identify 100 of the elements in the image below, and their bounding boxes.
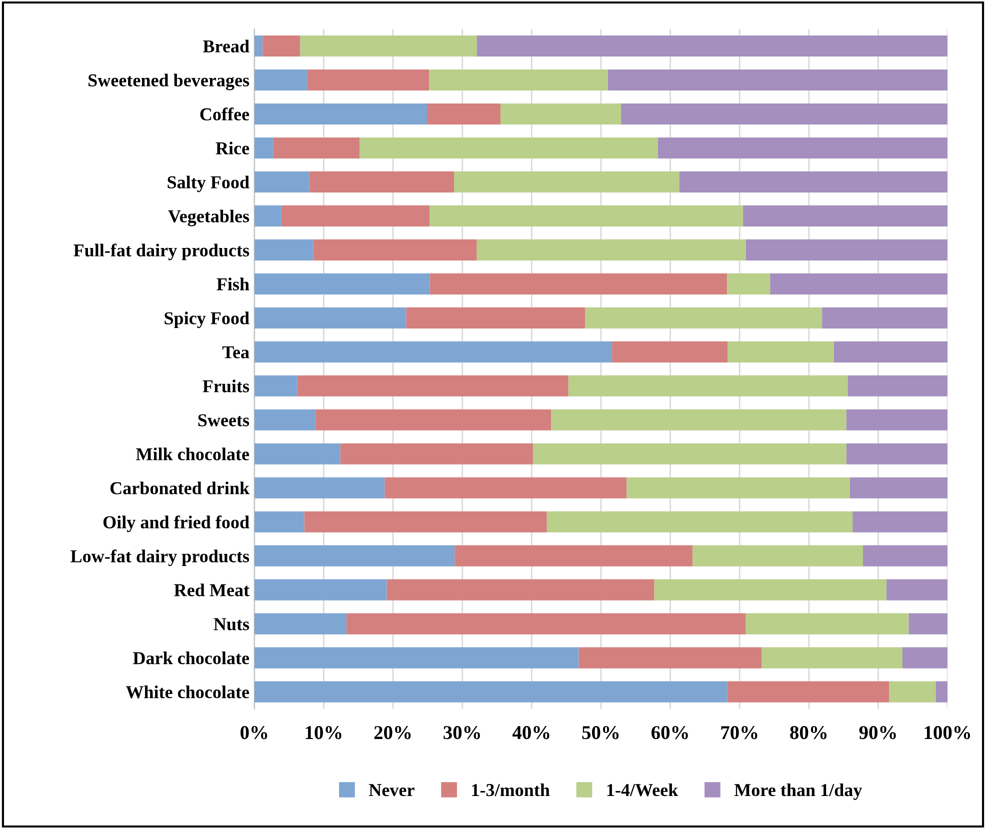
bar	[254, 239, 314, 260]
bar	[254, 307, 406, 328]
bar	[654, 579, 887, 600]
bar	[309, 171, 454, 192]
bar	[297, 375, 568, 396]
bar	[273, 137, 360, 159]
x-tick-label: 0%	[240, 726, 268, 740]
bar	[304, 511, 547, 532]
y-tick-label: Dark chocolate	[133, 652, 250, 664]
bar	[546, 511, 853, 532]
bar	[254, 545, 455, 566]
bar	[454, 545, 692, 566]
y-tick-label: Vegetables	[168, 210, 250, 226]
bar	[254, 613, 347, 634]
bar	[254, 35, 263, 57]
legend-label: More than 1/day	[734, 783, 862, 800]
bar	[551, 409, 846, 430]
bar	[430, 273, 728, 294]
y-tick-label: Rice	[216, 142, 250, 154]
x-tick-label: 90%	[859, 726, 896, 740]
bar	[254, 171, 310, 192]
bar	[746, 239, 948, 260]
bar	[254, 273, 430, 294]
bar	[852, 511, 948, 532]
bar	[770, 273, 948, 294]
legend-label: Never	[368, 784, 414, 796]
x-tick-label: 10%	[306, 726, 342, 740]
x-tick-label: 30%	[444, 726, 480, 740]
x-tick-label: 20%	[374, 726, 411, 740]
bar	[578, 647, 762, 668]
y-tick-label: Oily and fried food	[103, 516, 250, 532]
x-tick-label: 50%	[582, 726, 619, 740]
bar	[254, 579, 387, 600]
bar	[254, 69, 308, 91]
bar	[315, 409, 552, 430]
y-tick-label: Salty Food	[168, 176, 250, 192]
x-tick-label: 80%	[790, 726, 827, 740]
bar	[254, 443, 340, 464]
x-tick-label: 40%	[512, 726, 550, 740]
bar	[384, 477, 627, 498]
bar	[476, 35, 948, 57]
bar	[281, 205, 430, 226]
bar	[848, 375, 948, 396]
bar	[313, 239, 477, 260]
bar	[834, 341, 948, 362]
y-tick-label: Sweets	[198, 414, 250, 426]
bar	[476, 239, 746, 260]
bar	[254, 205, 282, 226]
bar	[850, 477, 948, 498]
bar	[621, 103, 948, 125]
bar	[626, 477, 850, 498]
legend-label: 1-4/Week	[607, 783, 678, 796]
bar	[533, 443, 846, 464]
bar	[846, 409, 948, 430]
bar	[254, 477, 385, 498]
bar	[340, 443, 534, 464]
bar	[908, 613, 948, 634]
bar	[612, 341, 728, 362]
bar	[454, 171, 680, 192]
bar	[862, 545, 948, 566]
y-tick-label: Low-fat dairy products	[70, 549, 250, 566]
bar	[262, 35, 300, 57]
bar	[658, 137, 948, 159]
bar	[346, 613, 746, 634]
bar	[426, 103, 500, 125]
bar	[254, 103, 427, 125]
bar	[762, 647, 902, 668]
y-tick-label: Milk chocolate	[136, 448, 250, 460]
x-tick-label: 60%	[652, 726, 688, 740]
bar	[936, 681, 948, 702]
y-tick-label: Fish	[216, 278, 250, 290]
y-tick-label: Nuts	[214, 618, 250, 630]
y-tick-label: Red Meat	[174, 584, 250, 596]
bar	[254, 137, 274, 159]
bar	[846, 443, 948, 464]
y-tick-label: Coffee	[200, 108, 250, 120]
bar	[679, 171, 948, 192]
bar	[500, 103, 622, 125]
y-tick-label: Spicy Food	[164, 312, 250, 328]
bar	[386, 579, 654, 600]
x-tick-label: 70%	[721, 726, 758, 740]
bar	[254, 375, 298, 396]
bar	[254, 681, 728, 702]
bar	[889, 681, 936, 702]
bar	[822, 307, 948, 328]
bar	[886, 579, 948, 600]
y-tick-label: Tea	[222, 346, 250, 358]
bar	[568, 375, 848, 396]
bar	[430, 205, 744, 226]
bar	[307, 69, 430, 91]
y-tick-label: Bread	[203, 40, 250, 52]
bar	[254, 647, 579, 668]
bar	[254, 409, 316, 430]
x-tick-label: 100%	[924, 726, 970, 740]
bar	[360, 137, 658, 159]
bar	[743, 205, 948, 226]
legend-label: 1-3/month	[472, 783, 550, 796]
bar	[406, 307, 586, 328]
bar	[746, 613, 909, 634]
bar	[608, 69, 948, 91]
